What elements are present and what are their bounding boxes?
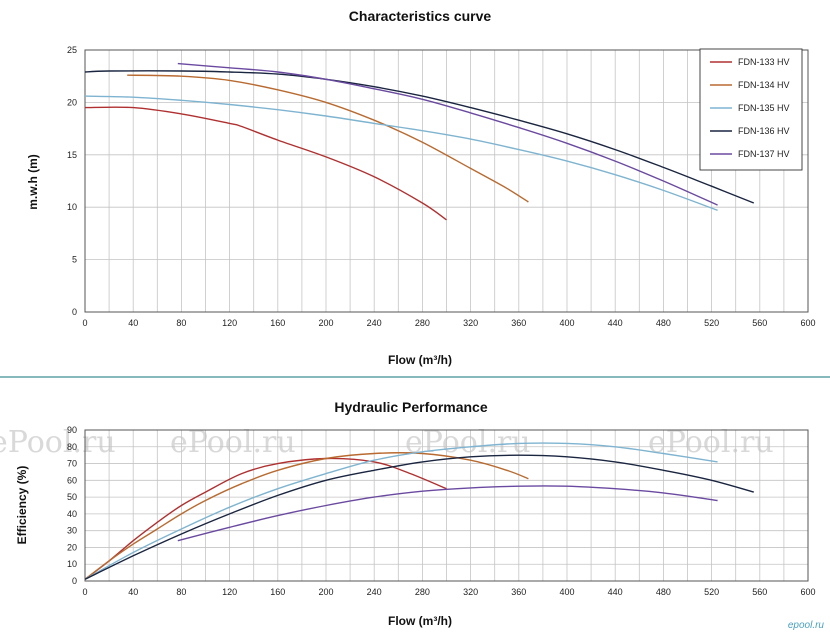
- x-tick-label: 40: [128, 587, 138, 597]
- x-axis-label: Flow (m³/h): [388, 353, 452, 367]
- x-tick-label: 520: [704, 318, 719, 328]
- series-line-1: [84, 457, 447, 580]
- x-tick-label: 560: [752, 318, 767, 328]
- series-line-3: [84, 442, 718, 580]
- series-group: [84, 62, 755, 221]
- x-tick-label: 400: [559, 587, 574, 597]
- x-tick-label: 520: [704, 587, 719, 597]
- y-tick-label: 10: [67, 559, 77, 569]
- x-tick-label: 0: [82, 587, 87, 597]
- series-line-2: [84, 452, 529, 580]
- y-tick-label: 0: [72, 576, 77, 586]
- x-tick-label: 120: [222, 587, 237, 597]
- chart-title: Hydraulic Performance: [334, 399, 487, 415]
- x-tick-label: 480: [656, 587, 671, 597]
- x-tick-label: 280: [415, 318, 430, 328]
- x-tick-label: 80: [176, 318, 186, 328]
- x-tick-label: 0: [82, 318, 87, 328]
- legend-entry: FDN-136 HV: [738, 126, 790, 136]
- x-tick-label: 440: [608, 587, 623, 597]
- tick-labels: 0 40 80 120 160 200 240 280 320 360 400 440 480 520 56…: [67, 45, 816, 328]
- y-tick-label: 60: [67, 475, 77, 485]
- y-axis-label: m.w.h (m): [26, 154, 40, 210]
- x-tick-label: 160: [270, 587, 285, 597]
- x-tick-label: 200: [318, 318, 333, 328]
- series-line-1: [84, 106, 447, 221]
- y-tick-label: 80: [67, 442, 77, 452]
- x-tick-label: 320: [463, 587, 478, 597]
- characteristics-chart: Characteristics curve 0 40 80 120 160 200 240 2…: [26, 8, 816, 367]
- x-tick-label: 40: [128, 318, 138, 328]
- grid: [84, 429, 809, 582]
- y-tick-label: 20: [67, 97, 77, 107]
- hydraulic-performance-chart: Hydraulic Performance 0 40 80 120 160 200 240 2…: [15, 399, 816, 628]
- y-tick-label: 90: [67, 425, 77, 435]
- watermark-layer: ePool.ru ePool.ru ePool.ru ePool.ru: [0, 425, 774, 460]
- x-tick-label: 240: [367, 587, 382, 597]
- x-tick-label: 80: [176, 587, 186, 597]
- y-tick-label: 70: [67, 459, 77, 469]
- y-tick-label: 40: [67, 509, 77, 519]
- series-line-5: [177, 62, 718, 206]
- y-tick-label: 15: [67, 150, 77, 160]
- x-axis-label: Flow (m³/h): [388, 614, 452, 628]
- x-tick-label: 440: [608, 318, 623, 328]
- x-tick-label: 240: [367, 318, 382, 328]
- legend-entry: FDN-133 HV: [738, 57, 790, 67]
- chart-title: Characteristics curve: [349, 8, 492, 24]
- plot-frame: [84, 49, 809, 313]
- series-group: [84, 442, 754, 580]
- y-tick-label: 5: [72, 255, 77, 265]
- x-tick-label: 360: [511, 318, 526, 328]
- y-tick-label: 50: [67, 492, 77, 502]
- x-tick-label: 400: [559, 318, 574, 328]
- series-line-2: [127, 74, 529, 203]
- series-line-4: [84, 70, 755, 204]
- grid: [84, 49, 809, 313]
- legend-box: [699, 48, 803, 171]
- x-tick-label: 600: [800, 318, 815, 328]
- series-line-3: [84, 95, 718, 211]
- x-tick-label: 320: [463, 318, 478, 328]
- x-tick-label: 160: [270, 318, 285, 328]
- x-tick-label: 120: [222, 318, 237, 328]
- legend: FDN-133 HV FDN-134 HV FDN-135 HV FDN-136 HV…: [699, 48, 803, 171]
- y-tick-label: 0: [72, 307, 77, 317]
- x-tick-label: 280: [415, 587, 430, 597]
- series-line-4: [84, 454, 754, 580]
- x-tick-label: 360: [511, 587, 526, 597]
- watermark: ePool.ru: [170, 425, 296, 460]
- brand-logo: epool.ru: [788, 620, 825, 631]
- legend-entry: FDN-137 HV: [738, 149, 790, 159]
- y-tick-label: 25: [67, 45, 77, 55]
- x-tick-label: 200: [318, 587, 333, 597]
- watermark: ePool.ru: [0, 425, 116, 460]
- legend-entry: FDN-134 HV: [738, 80, 790, 90]
- plot-frame: [84, 429, 809, 582]
- y-axis-label: Efficiency (%): [15, 466, 29, 545]
- x-tick-label: 480: [656, 318, 671, 328]
- y-tick-label: 30: [67, 526, 77, 536]
- series-line-5: [177, 485, 718, 542]
- y-tick-label: 10: [67, 202, 77, 212]
- y-tick-label: 20: [67, 542, 77, 552]
- x-tick-label: 600: [800, 587, 815, 597]
- tick-labels: 0 40 80 120 160 200 240 280 320 360 400 440 480 520 56…: [67, 425, 816, 597]
- legend-entry: FDN-135 HV: [738, 103, 790, 113]
- x-tick-label: 560: [752, 587, 767, 597]
